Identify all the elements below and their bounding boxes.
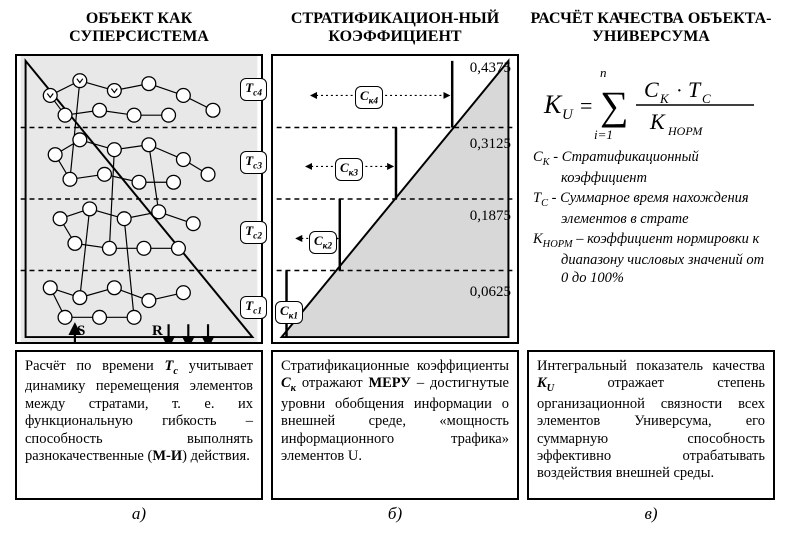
svg-text:К: К [659,91,670,106]
panel-c-desc: Интегральный показатель качества KU отра… [527,350,775,500]
panel-b-desc: Стратификационные коэффициенты Cк отража… [271,350,519,500]
legend-knorm-text: коэффициент нормировки к диапазону число… [561,231,764,286]
panel-b-header: СТРАТИФИКАЦИОН-НЫЙ КОЭФФИЦИЕНТ [271,10,519,48]
formula: K U = ∑ n i=1 C К · T C K НОРМ [529,58,773,148]
network-svg [17,56,261,342]
coef-val-1: 0,0625 [470,284,511,301]
panel-b: СТРАТИФИКАЦИОН-НЫЙ КОЭФФИЦИЕНТ [271,10,519,524]
panel-c-sublabel: в) [527,504,775,524]
panel-a-desc: Расчёт по времени Tc учитывает динамику … [15,350,263,500]
panel-b-diagram: Cк4 Cк3 Cк2 Cк1 0,4375 0,3125 0,1875 0,0… [271,54,519,344]
panel-a: ОБЪЕКТ КАК СУПЕРСИСТЕМА [15,10,263,524]
coef-val-2: 0,1875 [470,208,511,225]
ck4-label: Cк4 [355,86,383,109]
panel-b-sublabel: б) [271,504,519,524]
svg-text:n: n [600,65,607,80]
panel-c-header: РАСЧЁТ КАЧЕСТВА ОБЪЕКТА-УНИВЕРСУМА [527,10,775,48]
svg-text:=: = [580,93,592,118]
svg-text:i=1: i=1 [594,127,613,142]
tc2-label: Tc2 [240,221,267,244]
svg-text:K: K [543,90,563,119]
svg-text:НОРМ: НОРМ [667,124,703,138]
legend-ck-text: Стратификационный коэффициент [561,149,699,186]
svg-text:T: T [688,77,702,102]
coef-val-4: 0,4375 [470,60,511,77]
svg-text:∑: ∑ [600,83,629,128]
svg-text:C: C [702,91,711,106]
ck3-label: Cк3 [335,158,363,181]
r-label: R [152,323,163,340]
panel-a-header: ОБЪЕКТ КАК СУПЕРСИСТЕМА [15,10,263,48]
coef-val-3: 0,3125 [470,136,511,153]
svg-text:U: U [562,107,574,123]
panel-c-formula-box: K U = ∑ n i=1 C К · T C K НОРМ CК - Ст [527,54,775,344]
svg-text:C: C [644,77,659,102]
main-container: ОБЪЕКТ КАК СУПЕРСИСТЕМА [15,10,775,524]
panel-a-sublabel: а) [15,504,263,524]
tc3-label: Tc3 [240,151,267,174]
legend-knorm: KНОРМ – коэффициент нормировки к диапазо… [533,230,773,287]
panel-a-diagram: Tc4 Tc3 Tc2 Tc1 S R [15,54,263,344]
svg-text:·: · [676,80,683,102]
s-label: S [77,323,85,340]
ck1-label: Cк1 [275,301,303,324]
tc1-label: Tc1 [240,296,267,319]
ck2-label: Cк2 [309,231,337,254]
tc4-label: Tc4 [240,78,267,101]
legend-tc: TС - Суммарное время нахождения элементо… [533,189,773,228]
legend-tc-text: Суммарное время нахождения элементов в с… [560,190,749,227]
legend: CК - Стратификационный коэффициент TС - … [529,148,773,289]
panel-c: РАСЧЁТ КАЧЕСТВА ОБЪЕКТА-УНИВЕРСУМА K U =… [527,10,775,524]
svg-text:K: K [649,109,666,134]
legend-ck: CК - Стратификационный коэффициент [533,148,773,187]
